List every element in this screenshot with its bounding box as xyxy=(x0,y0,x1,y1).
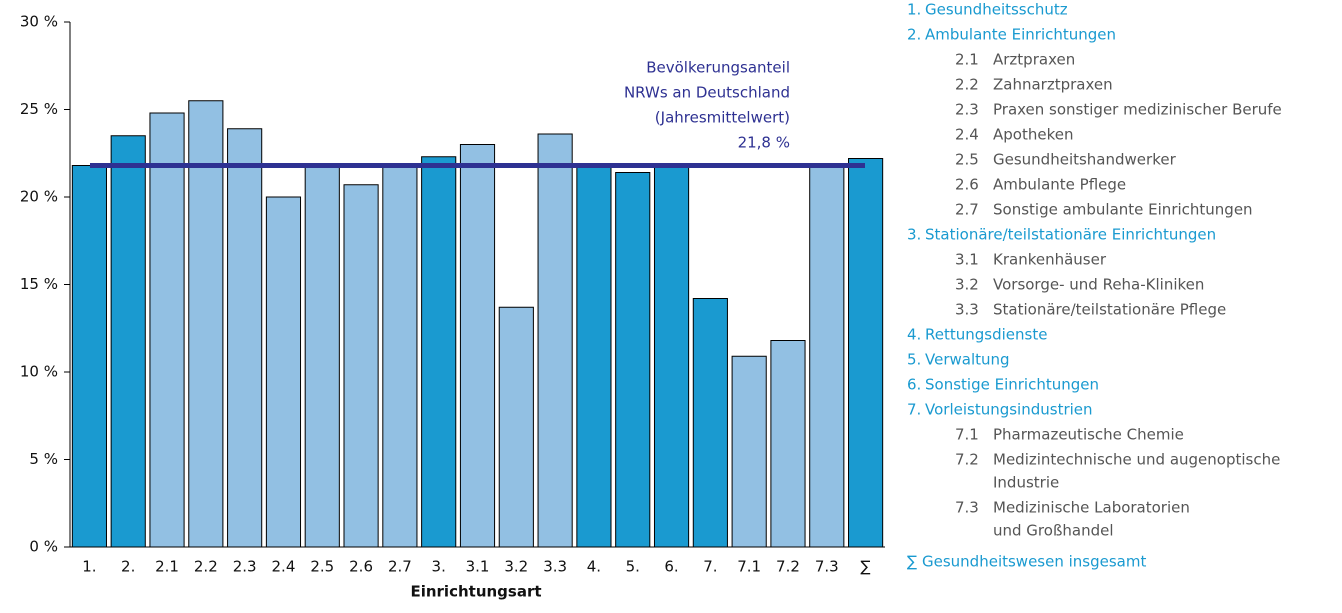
bar xyxy=(848,158,884,548)
legend-text: Industrie xyxy=(993,474,1059,492)
legend-number: 2.6 xyxy=(955,176,979,194)
x-tick-label: 3.3 xyxy=(543,558,567,576)
legend-text: Sonstige ambulante Einrichtungen xyxy=(993,201,1253,219)
legend-text: Apotheken xyxy=(993,126,1073,144)
reference-label: 21,8 % xyxy=(738,134,790,152)
x-tick-label: ∑ xyxy=(861,558,871,576)
x-tick-label: 5. xyxy=(626,558,640,576)
legend-text: Vorleistungsindustrien xyxy=(925,401,1093,419)
x-tick-label: 4. xyxy=(587,558,601,576)
legend-text: Gesundheitshandwerker xyxy=(993,151,1177,169)
y-tick-label: 5 % xyxy=(29,450,58,468)
x-tick-label: 3. xyxy=(432,558,446,576)
legend-number: 7.2 xyxy=(955,451,979,469)
x-axis-title: Einrichtungsart xyxy=(410,583,541,601)
y-tick-label: 15 % xyxy=(20,275,58,293)
legend-number: 2.3 xyxy=(955,101,979,119)
y-tick-label: 25 % xyxy=(20,100,58,118)
legend-text: Gesundheitsschutz xyxy=(925,1,1068,19)
legend-text: Krankenhäuser xyxy=(993,251,1107,269)
legend-number: 7. xyxy=(907,401,921,419)
bar xyxy=(149,112,185,548)
bar xyxy=(615,172,651,548)
legend-text: und Großhandel xyxy=(993,522,1114,540)
legend-number: 2.5 xyxy=(955,151,979,169)
y-tick-label: 30 % xyxy=(20,13,58,31)
reference-annotation: Bevölkerungsanteil xyxy=(646,59,790,77)
x-tick-label: 2. xyxy=(121,558,135,576)
legend-number: 3. xyxy=(907,226,921,244)
bar xyxy=(692,298,728,548)
x-tick-label: 2.3 xyxy=(233,558,257,576)
bar xyxy=(770,340,806,548)
legend-text: Medizinische Laboratorien xyxy=(993,499,1190,517)
x-tick-label: 7.3 xyxy=(815,558,839,576)
legend-number: 1. xyxy=(907,1,921,19)
bar xyxy=(265,196,302,548)
bar xyxy=(227,128,263,548)
x-tick-label: 2.2 xyxy=(194,558,218,576)
legend-text: Ambulante Einrichtungen xyxy=(925,26,1116,44)
reference-annotation: (Jahresmittelwert) xyxy=(655,109,790,127)
bar xyxy=(537,133,573,548)
legend-number: 2.4 xyxy=(955,126,979,144)
x-tick-label: 7.1 xyxy=(737,558,761,576)
legend-number: 3.3 xyxy=(955,301,979,319)
legend-text: Rettungsdienste xyxy=(925,326,1047,344)
bar xyxy=(731,355,767,548)
bar xyxy=(304,165,340,548)
bar xyxy=(382,166,418,548)
bar xyxy=(71,165,107,548)
legend-number: 2.1 xyxy=(955,51,979,69)
legend-text: Zahnarztpraxen xyxy=(993,76,1113,94)
legend-text: Stationäre/teilstationäre Einrichtungen xyxy=(925,226,1216,244)
legend-text: Medizintechnische und augenoptische xyxy=(993,451,1280,469)
reference-annotation: NRWs an Deutschland xyxy=(624,84,790,102)
legend-number: ∑ xyxy=(907,553,917,571)
x-tick-label: 7. xyxy=(703,558,717,576)
x-tick-label: 2.4 xyxy=(272,558,296,576)
bar xyxy=(498,306,534,548)
bar xyxy=(421,156,457,548)
legend-text: Vorsorge- und Reha-Kliniken xyxy=(993,276,1204,294)
legend-number: 4. xyxy=(907,326,921,344)
x-tick-label: 2.6 xyxy=(349,558,373,576)
x-tick-label: 2.7 xyxy=(388,558,412,576)
legend-text: Verwaltung xyxy=(925,351,1010,369)
y-tick-label: 10 % xyxy=(20,363,58,381)
bar xyxy=(459,144,496,548)
legend-text: Sonstige Einrichtungen xyxy=(925,376,1099,394)
y-tick-label: 20 % xyxy=(20,188,58,206)
bar xyxy=(110,135,146,548)
legend-number: 2.7 xyxy=(955,201,979,219)
y-tick-label: 0 % xyxy=(29,538,58,556)
bar xyxy=(343,184,379,548)
legend-number: 6. xyxy=(907,376,921,394)
legend-number: 3.2 xyxy=(955,276,979,294)
bar xyxy=(809,163,845,548)
x-tick-label: 2.1 xyxy=(155,558,179,576)
x-tick-label: 2.5 xyxy=(310,558,334,576)
x-tick-label: 6. xyxy=(664,558,678,576)
bar xyxy=(188,100,224,548)
x-tick-label: 3.1 xyxy=(466,558,490,576)
x-tick-label: 7.2 xyxy=(776,558,800,576)
legend-number: 2.2 xyxy=(955,76,979,94)
legend-text: Pharmazeutische Chemie xyxy=(993,426,1184,444)
legend-number: 2. xyxy=(907,26,921,44)
legend-number: 3.1 xyxy=(955,251,979,269)
legend-number: 5. xyxy=(907,351,921,369)
bar xyxy=(576,166,612,548)
x-tick-label: 3.2 xyxy=(504,558,528,576)
legend-text: Gesundheitswesen insgesamt xyxy=(922,553,1146,571)
x-tick-label: 1. xyxy=(82,558,96,576)
legend-text: Arztpraxen xyxy=(993,51,1075,69)
bar xyxy=(653,166,690,548)
legend-text: Stationäre/teilstationäre Pflege xyxy=(993,301,1226,319)
legend-text: Praxen sonstiger medizinischer Berufe xyxy=(993,101,1282,119)
legend-number: 7.3 xyxy=(955,499,979,517)
legend-text: Ambulante Pflege xyxy=(993,176,1126,194)
legend-number: 7.1 xyxy=(955,426,979,444)
